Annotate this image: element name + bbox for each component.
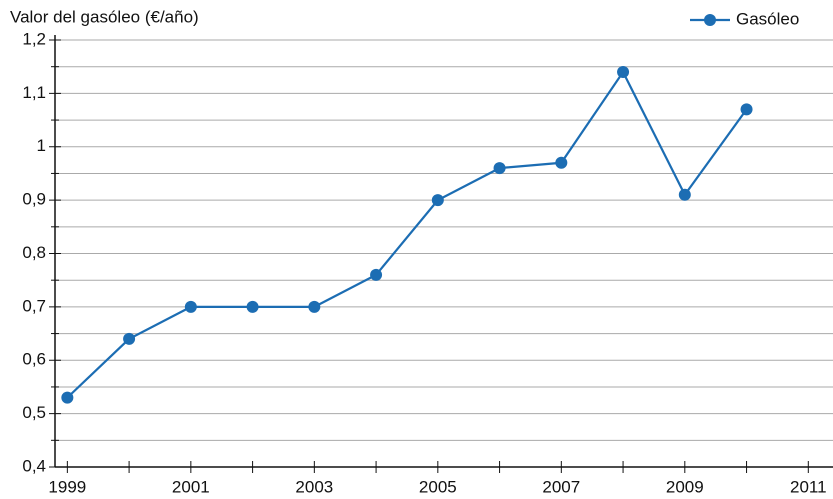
- data-point: [617, 66, 630, 79]
- data-point: [61, 391, 74, 404]
- legend-label: Gasóleo: [736, 9, 799, 28]
- y-tick-label: 0,4: [22, 456, 46, 475]
- data-point: [740, 103, 753, 116]
- data-point: [678, 188, 691, 201]
- data-point: [431, 194, 444, 207]
- data-point: [123, 332, 136, 345]
- legend-marker: [704, 14, 716, 26]
- data-point: [184, 300, 197, 313]
- x-tick-label: 2007: [542, 477, 580, 496]
- x-tick-label: 2011: [790, 477, 827, 496]
- data-point: [246, 300, 259, 313]
- x-tick-label: 2001: [172, 477, 210, 496]
- x-tick-label: 2003: [295, 477, 333, 496]
- y-tick-label: 0,6: [22, 350, 46, 369]
- chart-title: Valor del gasóleo (€/año): [10, 7, 199, 26]
- y-tick-label: 0,5: [22, 403, 46, 422]
- x-tick-label: 1999: [48, 477, 86, 496]
- y-tick-label: 0,7: [22, 296, 46, 315]
- series-line: [66, 69, 748, 399]
- data-point: [370, 268, 383, 281]
- data-point: [555, 156, 568, 169]
- x-tick-label: 2005: [419, 477, 457, 496]
- y-tick-label: 0,8: [22, 243, 46, 262]
- y-tick-label: 1: [37, 136, 46, 155]
- y-tick-label: 0,9: [22, 190, 46, 209]
- data-point: [308, 300, 321, 313]
- y-tick-label: 1,1: [22, 83, 46, 102]
- data-point: [493, 162, 506, 175]
- y-tick-label: 1,2: [22, 29, 46, 48]
- x-tick-label: 2009: [666, 477, 704, 496]
